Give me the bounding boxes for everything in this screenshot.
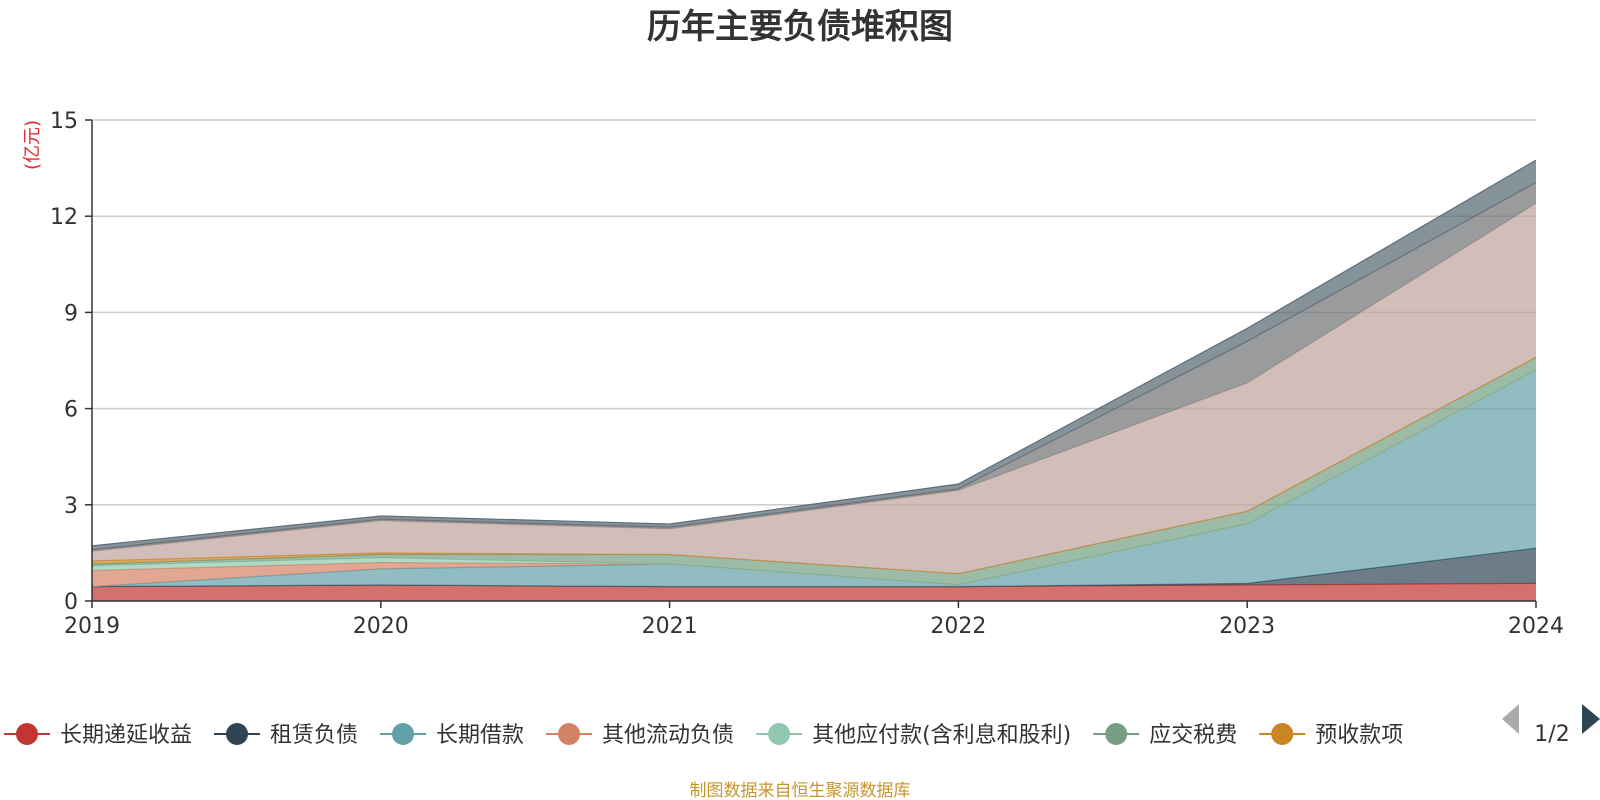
legend-pager: 1/2: [1502, 704, 1600, 747]
legend-label: 其他流动负债: [602, 723, 734, 748]
x-axis-ticks: 2019 2020 2021 2022 2023 2024: [64, 601, 1564, 639]
area-series-7[interactable]: [92, 203, 1536, 574]
legend-item[interactable]: 应交税费: [1093, 723, 1237, 748]
axes: [91, 120, 1536, 602]
x-tick-label: 2022: [930, 614, 986, 639]
legend-circle-marker: [392, 723, 415, 745]
y-axis-unit-label: (亿元): [22, 120, 43, 170]
area-series-5[interactable]: [92, 357, 1536, 585]
y-axis-ticks: 0 3 6 9 12 15: [50, 109, 92, 615]
y-tick-label: 9: [64, 301, 78, 326]
area-series-8[interactable]: [92, 182, 1536, 552]
legend-page-indicator: 1/2: [1534, 722, 1569, 747]
y-tick-label: 6: [64, 398, 78, 423]
area-series-line-9: [91, 159, 1537, 547]
x-tick-label: 2024: [1508, 614, 1564, 639]
y-tick-label: 3: [64, 494, 78, 519]
x-tick-label: 2023: [1219, 614, 1275, 639]
legend-item[interactable]: 预收款项: [1259, 723, 1403, 748]
legend-item[interactable]: 其他流动负债: [546, 723, 734, 748]
legend-label: 长期递延收益: [60, 723, 192, 748]
chart-title: 历年主要负债堆积图: [647, 7, 953, 47]
area-series-1[interactable]: [92, 548, 1536, 587]
area-series-4[interactable]: [92, 370, 1536, 585]
y-tick-label: 0: [64, 590, 78, 615]
legend-circle-marker: [1271, 723, 1294, 745]
legend: 长期递延收益 租赁负债 长期借款 其他流动负债 其他应付款(含利息和股利) 应交税费 预收款…: [4, 723, 1403, 748]
legend-circle-marker: [16, 723, 38, 745]
x-tick-label: 2021: [642, 614, 698, 639]
y-tick-label: 12: [50, 205, 78, 230]
legend-item[interactable]: 长期借款: [380, 723, 524, 748]
legend-circle-marker: [226, 723, 249, 745]
legend-item[interactable]: 其他应付款(含利息和股利): [756, 723, 1071, 748]
legend-circle-marker: [1105, 723, 1128, 745]
x-tick-label: 2019: [64, 614, 120, 639]
legend-item[interactable]: 租赁负债: [214, 723, 358, 748]
legend-prev-page-icon[interactable]: [1502, 704, 1519, 734]
x-tick-label: 2020: [353, 614, 409, 639]
legend-item[interactable]: 长期递延收益: [4, 723, 192, 748]
area-series-0[interactable]: [92, 583, 1536, 601]
area-series-layer: [91, 159, 1537, 601]
area-series-2[interactable]: [92, 370, 1536, 587]
data-source-note: 制图数据来自恒生聚源数据库: [690, 781, 911, 800]
legend-circle-marker: [558, 723, 581, 745]
legend-label: 应交税费: [1149, 723, 1237, 748]
legend-next-page-icon[interactable]: [1582, 704, 1600, 734]
legend-label: 长期借款: [436, 723, 524, 748]
y-tick-label: 15: [50, 109, 78, 134]
legend-label: 预收款项: [1315, 723, 1403, 748]
legend-label: 其他应付款(含利息和股利): [812, 723, 1071, 748]
legend-label: 租赁负债: [270, 723, 358, 748]
legend-circle-marker: [768, 723, 791, 745]
